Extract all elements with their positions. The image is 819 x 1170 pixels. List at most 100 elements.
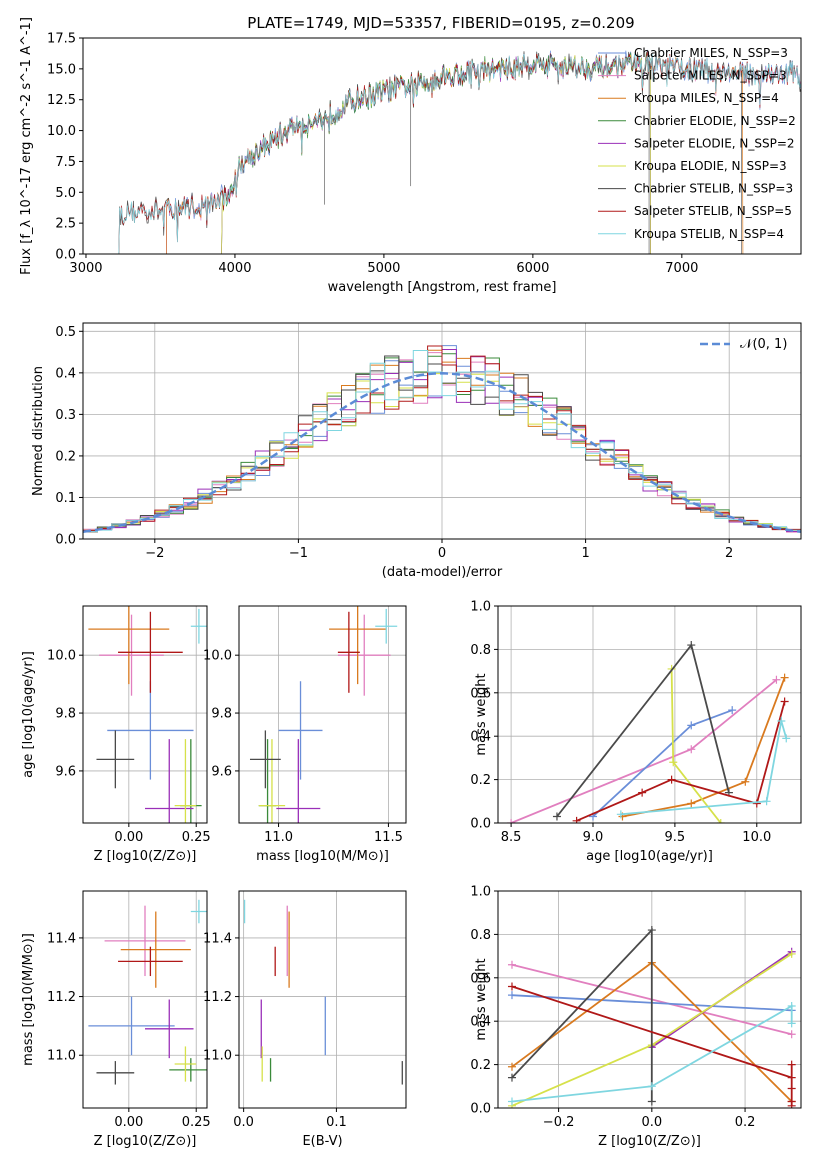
y-tick-label: 9.6 (211, 764, 232, 779)
x-tick-label: −2 (145, 546, 164, 561)
weight-marker-kroupa_stelib (616, 810, 625, 819)
x-tick-label: 9.0 (583, 830, 604, 845)
y-tick-label: 0.6 (470, 971, 491, 986)
weight-marker-salpeter_stelib (787, 1084, 796, 1093)
legend-label: Salpeter ELODIE, N_SSP=2 (634, 136, 795, 150)
x-tick-label: 11.0 (264, 830, 293, 845)
x-tick-label: 3000 (69, 261, 102, 276)
x-tick-label: 0.25 (182, 830, 211, 845)
histogram-salpeter_stelib (83, 345, 801, 533)
chart-weight_vs_age: 8.5 9.0 9.5 10.0 0.0 0.2 0.4 0.6 0.8 1.0 age [log1… (470, 600, 802, 864)
x-axis-label: E(B-V) (302, 1134, 342, 1149)
y-tick-label: 9.6 (55, 764, 76, 779)
x-tick-label: 0 (438, 546, 446, 561)
plot-area-mass_vs_Z (88, 899, 207, 1085)
weight-marker-kroupa_miles (780, 673, 789, 682)
x-tick-label: 11.5 (374, 830, 403, 845)
legend-label: Salpeter STELIB, N_SSP=5 (634, 204, 792, 218)
axes-frame (238, 605, 407, 824)
weight-marker-salpeter_stelib (572, 816, 581, 823)
weight-marker-chabrier_miles (687, 721, 696, 730)
weight-marker-chabrier_miles (728, 706, 737, 715)
plot-area-spectrum (118, 49, 801, 254)
weight-marker-kroupa_miles (507, 1062, 516, 1071)
x-tick-label: 1 (581, 546, 589, 561)
y-tick-label: 9.8 (211, 707, 232, 722)
weight-marker-salpeter_miles (507, 960, 516, 969)
y-tick-label: 11.2 (47, 990, 76, 1005)
x-tick-label: 10.0 (742, 830, 771, 845)
axes-frame (497, 890, 802, 1109)
y-tick-label: 1.0 (470, 600, 491, 615)
x-tick-label: 9.5 (665, 830, 686, 845)
legend-label: Chabrier STELIB, N_SSP=3 (634, 182, 793, 196)
y-tick-label: 5.0 (55, 186, 76, 201)
weight-marker-chabrier_stelib (687, 641, 696, 650)
y-tick-label: 0.0 (470, 1102, 491, 1117)
chart-spectrum: 3000 4000 5000 6000 7000 0.0 2.5 5.0 7.5 10.0 12.5… (19, 17, 802, 295)
legend: Chabrier MILES, N_SSP=3 Salpeter MILES, N… (598, 46, 796, 241)
y-tick-label: 0.4 (470, 730, 491, 745)
weight-marker-kroupa_stelib (787, 1019, 796, 1028)
weight-marker-kroupa_miles (687, 799, 696, 808)
spectrum-line-salpeter_stelib (118, 51, 801, 254)
y-tick-label: 0.0 (55, 248, 76, 263)
weight-line-salpeter_miles (510, 679, 777, 823)
weight-marker-chabrier_stelib (647, 1097, 656, 1106)
y-tick-label: 1.0 (470, 885, 491, 900)
x-tick-label: 8.5 (501, 830, 522, 845)
y-axis-label: Flux [f_λ 10^-17 erg cm^-2 s^-1 A^-1] (19, 17, 34, 275)
legend-label: 𝒩(0, 1) (740, 337, 787, 352)
legend-label: Chabrier ELODIE, N_SSP=2 (634, 114, 796, 128)
y-axis-label: mass [log10(M/M⊙)] (21, 933, 36, 1066)
y-tick-label: 0.2 (470, 773, 491, 788)
x-tick-label: 0.2 (735, 1115, 756, 1130)
y-tick-label: 0.4 (55, 366, 76, 381)
weight-marker-chabrier_stelib (647, 926, 656, 935)
weight-marker-salpeter_stelib (638, 788, 647, 797)
weight-marker-salpeter_stelib (752, 799, 761, 808)
weight-marker-kroupa_miles (741, 777, 750, 786)
plot-area-weight_vs_Z (507, 926, 796, 1108)
y-tick-label: 0.2 (55, 449, 76, 464)
weight-marker-kroupa_elodie (669, 758, 678, 767)
y-tick-label: 10.0 (47, 124, 76, 139)
y-tick-label: 7.5 (55, 155, 76, 170)
plot-area-age_vs_Z (88, 606, 207, 823)
y-tick-label: 0.3 (55, 408, 76, 423)
y-tick-label: 2.5 (55, 217, 76, 232)
weight-marker-kroupa_elodie (787, 949, 796, 958)
y-tick-label: 0.5 (55, 325, 76, 340)
y-tick-label: 10.0 (47, 649, 76, 664)
chart-weight_vs_Z: −0.2 0.0 0.2 0.0 0.2 0.4 0.6 0.8 1.0 Z [log10(Z/Z… (470, 885, 802, 1149)
x-tick-label: 2 (725, 546, 733, 561)
y-axis-label: Normed distribution (31, 366, 46, 496)
weight-line-kroupa_miles (622, 677, 786, 818)
legend-label: Kroupa STELIB, N_SSP=4 (634, 227, 784, 241)
y-tick-label: 11.0 (47, 1049, 76, 1064)
weight-marker-kroupa_stelib (777, 717, 786, 726)
weight-line-kroupa_stelib (620, 720, 788, 816)
x-tick-label: 0.0 (233, 1115, 254, 1130)
plot-area-mass_vs_ebv (243, 899, 403, 1085)
weight-marker-salpeter_miles (772, 675, 781, 684)
weight-marker-salpeter_stelib (667, 775, 676, 784)
x-axis-label: mass [log10(M/M⊙)] (256, 849, 389, 864)
x-tick-label: 0.25 (182, 1115, 211, 1130)
y-tick-label: 11.4 (47, 931, 76, 946)
x-tick-label: 4000 (218, 261, 251, 276)
y-tick-label: 10.0 (203, 649, 232, 664)
x-tick-label: 6000 (516, 261, 549, 276)
weight-marker-salpeter_stelib (780, 697, 789, 706)
chart-mass_vs_ebv: 0.0 0.1 11.0 11.2 11.4 E(B-V) (203, 890, 407, 1149)
chart-mass_vs_Z: 0.00 0.25 11.0 11.2 11.4 Z [log10(Z/Z⊙)] mass … (21, 890, 211, 1149)
weight-marker-salpeter_stelib (787, 1073, 796, 1082)
x-axis-label: (data-model)/error (382, 565, 503, 580)
y-tick-label: 11.2 (203, 990, 232, 1005)
weight-line-kroupa_stelib (511, 1004, 793, 1103)
legend-label: Chabrier MILES, N_SSP=3 (634, 46, 788, 60)
y-tick-label: 0.0 (55, 533, 76, 548)
y-tick-label: 15.0 (47, 62, 76, 77)
y-axis-label: mass weight (474, 958, 489, 1040)
